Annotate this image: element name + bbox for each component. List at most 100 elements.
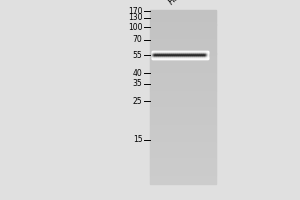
Bar [150, 162, 216, 163]
Bar [150, 130, 216, 131]
Bar [150, 27, 216, 28]
Bar [150, 78, 216, 79]
Bar [150, 12, 216, 13]
Bar [150, 104, 216, 105]
Bar [150, 161, 216, 162]
Bar [150, 140, 216, 141]
Bar [150, 34, 216, 35]
Bar [150, 129, 216, 130]
Bar [150, 16, 216, 17]
Bar [150, 64, 216, 65]
Bar [150, 133, 216, 134]
Bar [150, 61, 216, 62]
Bar [150, 94, 216, 95]
Bar [150, 159, 216, 160]
Bar [150, 83, 216, 84]
Text: 170: 170 [128, 6, 142, 16]
Bar [150, 134, 216, 135]
Bar [150, 142, 216, 143]
Bar [150, 80, 216, 81]
Bar [150, 136, 216, 137]
Bar [150, 90, 216, 91]
Bar [150, 131, 216, 132]
Bar [150, 103, 216, 104]
Bar [150, 71, 216, 72]
Bar [150, 91, 216, 92]
Bar [150, 54, 216, 55]
Bar [150, 24, 216, 25]
Bar [150, 153, 216, 154]
Bar [150, 51, 216, 52]
Bar [150, 168, 216, 169]
Bar [150, 56, 216, 57]
Bar [150, 106, 216, 107]
Bar [150, 173, 216, 174]
Bar [150, 38, 216, 39]
Bar [150, 147, 216, 148]
Bar [150, 145, 216, 146]
Bar [150, 72, 216, 73]
Bar [150, 19, 216, 20]
Bar [150, 37, 216, 38]
Bar [150, 165, 216, 166]
Bar [150, 66, 216, 67]
Bar [150, 69, 216, 70]
Bar [150, 97, 216, 98]
Bar [150, 43, 216, 44]
Bar [150, 29, 216, 30]
Bar [150, 60, 216, 61]
Bar [150, 139, 216, 140]
Bar [150, 31, 216, 32]
Bar [150, 21, 216, 22]
Bar [150, 85, 216, 86]
Bar [150, 100, 216, 101]
Bar [150, 176, 216, 177]
Bar [150, 58, 216, 59]
Bar [150, 164, 216, 165]
Text: 15: 15 [133, 136, 142, 144]
Bar [150, 154, 216, 155]
Bar [150, 92, 216, 93]
Bar [150, 115, 216, 116]
Bar [150, 11, 216, 12]
Bar [150, 86, 216, 87]
Bar [150, 122, 216, 123]
Bar [150, 93, 216, 94]
Text: HeLa: HeLa [166, 0, 188, 6]
Bar [150, 84, 216, 85]
Bar [150, 113, 216, 114]
Bar [150, 99, 216, 100]
Bar [150, 120, 216, 121]
Bar [150, 40, 216, 41]
Bar [150, 107, 216, 108]
Text: 35: 35 [133, 79, 142, 88]
Bar [150, 167, 216, 168]
Bar [150, 141, 216, 142]
Bar [150, 74, 216, 75]
Bar [150, 156, 216, 157]
Bar [150, 172, 216, 173]
Bar [150, 49, 216, 50]
Bar [150, 70, 216, 71]
Bar [150, 33, 216, 34]
Bar [150, 50, 216, 51]
Bar [150, 116, 216, 117]
Bar [150, 151, 216, 152]
Bar [150, 17, 216, 18]
Bar [150, 95, 216, 96]
Bar [150, 178, 216, 179]
Bar [150, 36, 216, 37]
Bar [150, 111, 216, 112]
Bar [150, 23, 216, 24]
Bar [150, 118, 216, 119]
Bar [150, 171, 216, 172]
Bar [150, 102, 216, 103]
Bar [150, 10, 216, 11]
Bar [150, 68, 216, 69]
Bar [150, 170, 216, 171]
Bar [150, 13, 216, 14]
Bar [150, 35, 216, 36]
Bar [150, 108, 216, 109]
Text: 40: 40 [133, 68, 142, 77]
Bar [150, 67, 216, 68]
